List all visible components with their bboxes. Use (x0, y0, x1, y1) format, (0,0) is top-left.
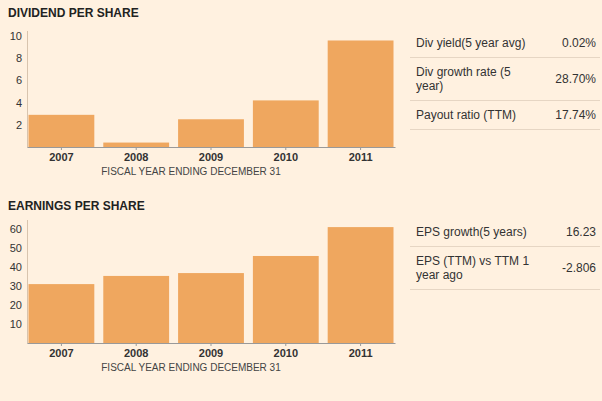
x-tick-label: 2007 (49, 151, 73, 163)
x-tick: 2010 (274, 343, 298, 359)
y-tick: 50 (10, 242, 27, 254)
y-tick-label: 30 (10, 280, 22, 292)
chart-title: EARNINGS PER SHARE (8, 199, 145, 213)
bar (103, 276, 169, 343)
y-tick-label: 20 (10, 299, 22, 311)
stats-value: 16.23 (566, 225, 596, 239)
stats-row: Payout ratio (TTM) 17.74% (410, 101, 600, 130)
x-tick-label: 2009 (199, 347, 223, 359)
x-tick-label: 2008 (124, 347, 148, 359)
y-tick-label: 40 (10, 261, 22, 273)
y-tick: 10 (10, 30, 27, 42)
x-tick: 2011 (349, 343, 373, 359)
x-tick-mark (360, 147, 361, 150)
stats-value: 0.02% (562, 36, 596, 50)
bar (328, 40, 394, 147)
chart: DIVIDEND PER SHARE 2 4 6 8 10 2007 2008 2009 2010… (8, 6, 396, 177)
bar (103, 143, 169, 147)
bar (328, 227, 394, 343)
y-tick-label: 4 (16, 97, 22, 109)
bar (28, 115, 94, 147)
y-tick-label: 8 (16, 52, 22, 64)
bar (28, 284, 94, 343)
chart-canvas: DIVIDEND PER SHARE2468102007200820092010… (0, 0, 602, 401)
x-tick: 2009 (199, 343, 223, 359)
y-axis-line (27, 220, 28, 344)
stats-label: EPS (TTM) vs TTM 1 year ago (416, 254, 536, 282)
x-axis-title: FISCAL YEAR ENDING DECEMBER 31 (101, 362, 281, 373)
stats-row: EPS (TTM) vs TTM 1 year ago -2.806 (410, 247, 600, 290)
x-tick-mark (61, 343, 62, 346)
y-tick: 20 (10, 299, 27, 311)
y-axis: 10 20 30 40 50 60 (10, 220, 28, 344)
x-tick: 2009 (199, 147, 223, 163)
bar (253, 256, 319, 343)
bar (178, 273, 244, 343)
x-tick-mark (285, 147, 286, 150)
stats-row: Div yield(5 year avg) 0.02% (410, 29, 600, 58)
y-tick: 10 (10, 318, 27, 330)
x-axis: 2007 2008 2009 2010 2011 (28, 343, 396, 359)
x-tick-mark (285, 343, 286, 346)
x-tick-mark (360, 343, 361, 346)
x-tick-mark (136, 343, 137, 346)
x-tick-label: 2009 (199, 151, 223, 163)
y-tick: 4 (16, 97, 27, 109)
y-tick-label: 60 (10, 223, 22, 235)
y-tick: 30 (10, 280, 27, 292)
chart-title: DIVIDEND PER SHARE (8, 6, 139, 20)
x-tick-label: 2011 (349, 347, 373, 359)
y-tick-label: 6 (16, 74, 22, 86)
stats-label: Div yield(5 year avg) (416, 36, 536, 50)
stats-value: 17.74% (555, 108, 596, 122)
x-tick-label: 2008 (124, 151, 148, 163)
x-tick: 2008 (124, 343, 148, 359)
x-tick-label: 2011 (349, 151, 373, 163)
x-tick: 2011 (349, 147, 373, 163)
stats-label: Div growth rate (5 year) (416, 65, 536, 93)
y-tick-label: 2 (16, 119, 22, 131)
y-tick-label: 50 (10, 242, 22, 254)
y-tick-label: 10 (10, 30, 22, 42)
x-tick-mark (211, 147, 212, 150)
x-tick-label: 2010 (274, 347, 298, 359)
stats-value: 28.70% (555, 72, 596, 86)
y-tick: 8 (16, 52, 27, 64)
chart: EARNINGS PER SHARE1020304050602007200820… (8, 199, 396, 373)
y-axis-line (27, 31, 28, 148)
bar (253, 100, 319, 147)
x-tick-mark (136, 147, 137, 150)
x-tick-mark (61, 147, 62, 150)
stats-label: Payout ratio (TTM) (416, 108, 536, 122)
x-tick-label: 2010 (274, 151, 298, 163)
bars (28, 227, 393, 343)
x-axis: 2007 2008 2009 2010 2011 (28, 147, 396, 163)
y-tick-label: 10 (10, 318, 22, 330)
x-axis-title: FISCAL YEAR ENDING DECEMBER 31 (101, 166, 281, 177)
x-tick-mark (211, 343, 212, 346)
y-tick: 40 (10, 261, 27, 273)
y-tick: 60 (10, 223, 27, 235)
bar (178, 119, 244, 147)
stats-value: -2.806 (562, 261, 596, 275)
y-tick: 2 (16, 119, 27, 131)
stats-row: Div growth rate (5 year) 28.70% (410, 58, 600, 101)
bars (28, 40, 393, 147)
y-axis: 2 4 6 8 10 (10, 30, 28, 147)
x-tick: 2008 (124, 147, 148, 163)
x-tick-label: 2007 (49, 347, 73, 359)
stats-panel: Div yield(5 year avg) 0.02% Div growth rat… (410, 29, 600, 130)
stats-panel: EPS growth(5 years) 16.23 EPS (TTM) vs TTM… (410, 218, 600, 290)
x-tick: 2007 (49, 343, 73, 359)
stats-row: EPS growth(5 years) 16.23 (410, 218, 600, 247)
x-tick: 2010 (274, 147, 298, 163)
stats-label: EPS growth(5 years) (416, 225, 536, 239)
y-tick: 6 (16, 74, 27, 86)
x-tick: 2007 (49, 147, 73, 163)
